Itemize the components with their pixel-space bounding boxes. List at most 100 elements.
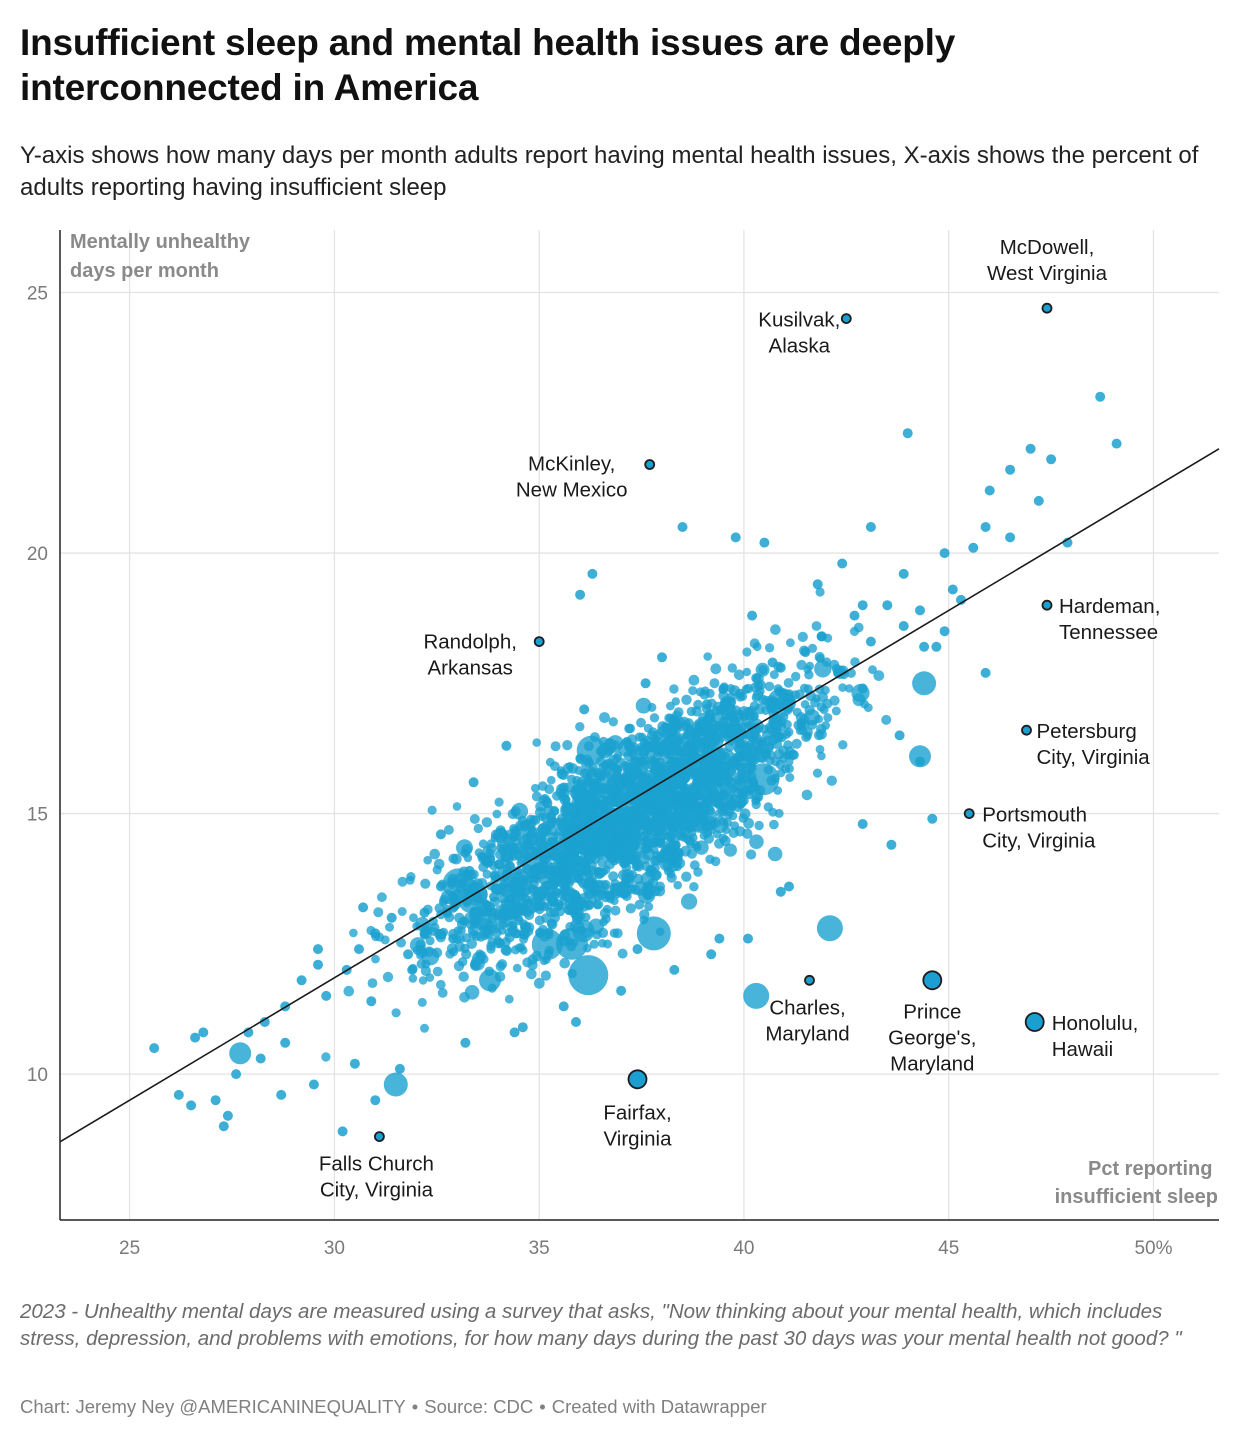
data-point	[612, 766, 622, 776]
credit-chart: Chart: Jeremy Ney @AMERICANINEQUALITY	[20, 1396, 406, 1417]
data-point	[198, 1027, 209, 1038]
highlighted-point	[644, 459, 656, 470]
data-point	[703, 713, 713, 723]
data-point	[775, 886, 786, 897]
x-tick-label: 30	[324, 1238, 345, 1259]
data-point	[425, 973, 435, 982]
data-point	[655, 838, 664, 847]
data-point	[734, 751, 745, 762]
data-point	[931, 641, 942, 652]
data-point	[640, 678, 651, 689]
data-point	[469, 814, 480, 824]
data-point	[377, 892, 387, 903]
data-point	[371, 954, 380, 964]
data-point	[436, 979, 446, 990]
data-point	[754, 703, 765, 715]
data-point	[518, 898, 528, 908]
y-tick-label: 10	[27, 1065, 48, 1086]
data-point	[686, 706, 697, 717]
data-point	[766, 742, 775, 751]
x-axis-title-line: insufficient sleep	[1055, 1186, 1218, 1208]
data-point	[418, 976, 428, 985]
data-point	[902, 428, 913, 439]
data-point	[681, 893, 698, 910]
data-point	[231, 1069, 242, 1080]
data-point	[644, 902, 654, 912]
y-tick-label: 20	[27, 544, 48, 565]
point-label-line: New Mexico	[516, 479, 628, 502]
data-point	[909, 745, 931, 768]
data-point	[815, 745, 825, 754]
data-point	[349, 928, 358, 938]
data-point	[210, 1095, 221, 1106]
data-point	[811, 621, 822, 631]
data-point	[429, 922, 440, 933]
data-point	[612, 753, 622, 764]
data-point	[679, 771, 690, 781]
data-point	[748, 733, 759, 744]
data-point	[759, 537, 770, 548]
data-point	[815, 587, 825, 597]
data-point	[699, 831, 708, 840]
data-point	[373, 907, 384, 918]
data-point	[547, 816, 557, 826]
data-point	[480, 855, 491, 866]
data-point	[173, 1089, 184, 1100]
data-point	[636, 916, 671, 951]
data-point	[313, 944, 323, 955]
data-point	[561, 830, 570, 840]
data-point	[709, 788, 720, 798]
data-point	[804, 705, 815, 716]
data-point	[669, 684, 679, 694]
data-point	[529, 902, 540, 913]
data-point	[386, 912, 397, 923]
data-point	[728, 827, 739, 839]
data-point	[444, 912, 455, 923]
data-point	[746, 706, 757, 716]
data-point	[552, 888, 562, 897]
data-point	[531, 791, 542, 802]
x-tick-label: 35	[529, 1238, 550, 1259]
data-point	[743, 770, 757, 784]
data-point	[602, 904, 612, 914]
data-point	[632, 944, 643, 955]
data-point	[739, 808, 751, 820]
trend-line	[59, 448, 1220, 1143]
data-point	[816, 631, 827, 642]
data-point	[659, 765, 669, 775]
data-point	[658, 827, 668, 837]
data-point	[612, 798, 622, 808]
data-point	[495, 961, 506, 972]
data-point	[791, 738, 802, 749]
data-point	[730, 532, 741, 543]
data-point	[437, 988, 448, 998]
data-point	[370, 928, 381, 939]
data-point	[800, 683, 809, 693]
data-point	[535, 837, 546, 849]
data-point	[775, 662, 786, 673]
data-point	[621, 891, 632, 902]
data-point	[784, 693, 794, 704]
data-point	[747, 783, 757, 794]
data-point	[812, 579, 823, 590]
x-tick-label: 40	[733, 1238, 754, 1259]
data-point	[865, 522, 876, 532]
data-point	[810, 697, 820, 708]
data-point	[686, 848, 698, 859]
data-point	[448, 891, 459, 902]
data-point	[544, 945, 555, 956]
data-point	[598, 809, 609, 820]
data-point	[321, 1052, 331, 1062]
data-point	[785, 773, 795, 782]
credit-separator: •	[539, 1396, 546, 1417]
data-point	[622, 762, 633, 773]
data-point	[769, 819, 779, 830]
data-point	[481, 817, 493, 828]
data-point	[500, 855, 512, 867]
data-point	[370, 1095, 381, 1106]
data-point	[186, 1100, 197, 1111]
data-point	[747, 610, 758, 621]
data-point	[427, 805, 437, 815]
highlight-layer: McDowell, West Virginia Kusilvak, Alaska McK…	[319, 236, 1161, 1201]
point-label: McDowell, West Virginia	[987, 236, 1108, 285]
